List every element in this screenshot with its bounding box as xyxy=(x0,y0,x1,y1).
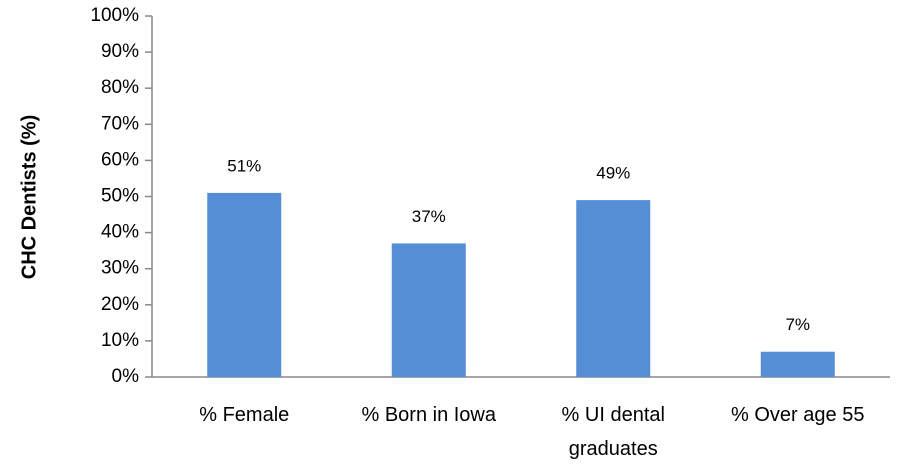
value-label: 7% xyxy=(785,315,810,334)
value-label: 51% xyxy=(227,156,261,175)
y-tick-label: 80% xyxy=(101,77,139,98)
y-axis-title: CHC Dentists (%) xyxy=(18,115,40,279)
x-tick-label: % Female xyxy=(199,404,290,426)
bar xyxy=(576,200,651,377)
y-tick-label: 50% xyxy=(101,186,139,207)
y-tick-label: 70% xyxy=(101,113,139,134)
bar xyxy=(207,192,282,377)
y-tick-label: 60% xyxy=(101,149,139,170)
y-tick-label: 90% xyxy=(101,41,139,62)
value-label: 37% xyxy=(412,207,446,226)
y-tick-label: 100% xyxy=(90,5,139,26)
value-label: 49% xyxy=(596,164,630,183)
y-tick-label: 10% xyxy=(101,330,139,351)
x-tick-label: % Born in Iowa xyxy=(361,404,496,426)
y-tick-label: 40% xyxy=(101,222,139,243)
y-tick-label: 0% xyxy=(112,366,140,387)
x-tick-label: % UI dental graduates xyxy=(561,404,665,460)
bar xyxy=(760,351,835,377)
y-tick-label: 20% xyxy=(101,294,139,315)
x-tick-label: % Over age 55 xyxy=(731,404,865,426)
bar xyxy=(391,243,466,377)
y-tick-label: 30% xyxy=(101,258,139,279)
